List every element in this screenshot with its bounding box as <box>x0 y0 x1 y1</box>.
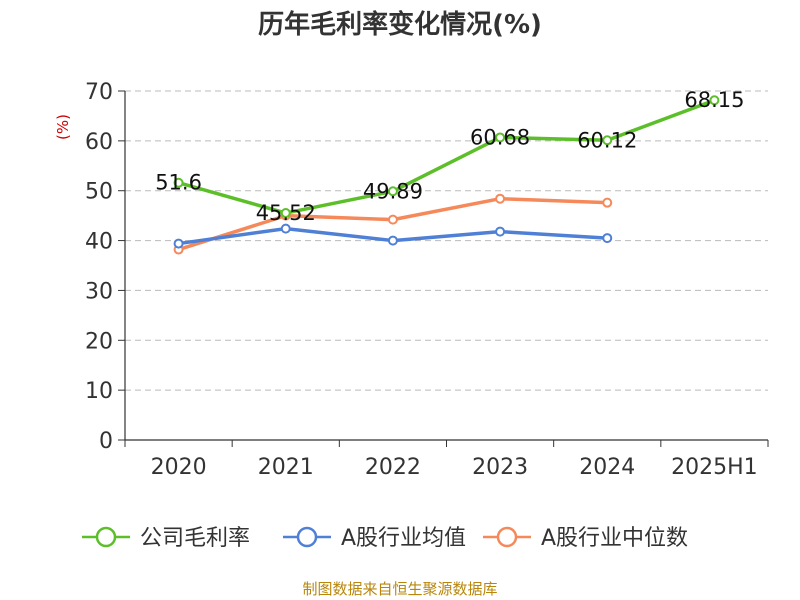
series-line <box>178 98 716 215</box>
legend-label: A股行业中位数 <box>541 526 688 551</box>
data-point <box>495 132 506 143</box>
data-point <box>173 238 184 249</box>
legend: 公司毛利率 A股行业均值 A股行业中位数 <box>82 526 688 551</box>
data-label: 60.68 <box>470 125 530 149</box>
y-tick-label: 0 <box>99 429 113 454</box>
data-point <box>602 197 613 208</box>
data-label: 60.12 <box>577 128 637 152</box>
data-point <box>280 208 291 219</box>
data-point <box>173 177 184 188</box>
legend-label: A股行业均值 <box>341 526 466 551</box>
x-tick-label: 2025H1 <box>671 455 758 480</box>
x-tick-label: 2024 <box>579 455 635 480</box>
x-tick-label: 2021 <box>258 455 314 480</box>
legend-label: 公司毛利率 <box>140 526 250 551</box>
axes: 0 10 20 30 40 50 60 70 2020 2021 2022 2023 2024 2025H… <box>85 80 769 480</box>
data-label: 51.6 <box>155 171 202 195</box>
x-tick-label: 2020 <box>151 455 207 480</box>
y-tick-label: 20 <box>85 329 113 354</box>
data-label: 45.52 <box>256 201 316 225</box>
grid-lines <box>125 90 768 391</box>
data-point <box>280 223 291 234</box>
y-tick-label: 60 <box>85 130 113 155</box>
y-tick-label: 10 <box>85 379 113 404</box>
data-point <box>709 95 720 106</box>
data-labels: 51.6 45.52 49.89 60.68 60.12 68.15 <box>155 88 744 225</box>
x-tick-label: 2023 <box>472 455 528 480</box>
legend-marker <box>496 526 518 548</box>
data-point <box>495 193 506 204</box>
data-point <box>387 235 398 246</box>
chart-title: 历年毛利率变化情况(%) <box>258 9 542 40</box>
y-tick-label: 40 <box>85 230 113 255</box>
data-point <box>602 135 613 146</box>
data-point <box>495 226 506 237</box>
series-lines <box>173 95 720 255</box>
data-point <box>387 186 398 197</box>
data-point <box>602 233 613 244</box>
y-tick-label: 30 <box>85 279 113 304</box>
legend-marker <box>296 526 318 548</box>
y-tick-label: 70 <box>85 80 113 105</box>
source-note: 制图数据来自恒生聚源数据库 <box>302 580 497 598</box>
x-tick-label: 2022 <box>365 455 421 480</box>
y-tick-label: 50 <box>85 180 113 205</box>
data-label: 68.15 <box>684 88 744 112</box>
y-axis-label: (%) <box>54 114 72 140</box>
data-point <box>387 214 398 225</box>
legend-marker <box>95 526 117 548</box>
data-label: 49.89 <box>363 179 423 203</box>
